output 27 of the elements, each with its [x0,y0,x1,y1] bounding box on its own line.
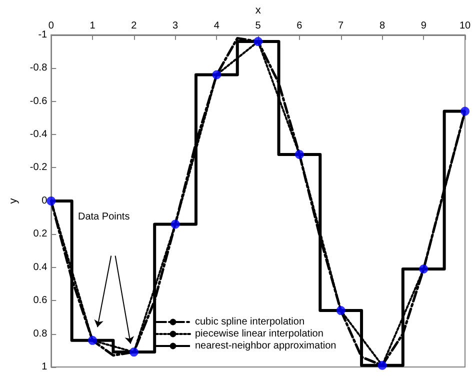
y-tick-label: -1 [38,29,48,40]
y-tick-label: 0.6 [33,295,48,306]
x-tick-label: 1 [90,20,96,32]
y-tick-label: -0.2 [30,162,48,174]
y-tick-label: 0.8 [33,328,48,340]
y-tick-label: 1 [42,362,48,372]
x-tick-label: 9 [420,20,427,32]
y-tick-label: -0.8 [30,62,48,74]
legend-label: cubic spline interpolation [195,316,305,328]
legend-label: nearest-neighbor approximation [195,340,336,352]
y-tick-label: -0.6 [30,96,48,107]
x-tick-label: 4 [214,20,220,32]
x-tick-label: 10 [459,20,471,32]
x-tick-label: 8 [379,20,386,32]
x-tick-label: 7 [338,20,344,32]
y-axis-title: y [8,198,20,204]
x-tick-label: 3 [172,20,179,32]
legend-label: piecewise linear interpolation [195,328,324,340]
y-tick-label: -0.4 [30,129,48,140]
x-tick-label: 2 [131,20,138,32]
y-tick-label: 0.4 [33,262,48,273]
x-tick-label: 6 [296,20,303,32]
x-tick-label: 5 [255,20,262,32]
x-axis-title: x [255,4,262,16]
y-tick-label: 0 [42,195,48,206]
annotation: Data Points [78,212,130,222]
y-tick-label: 0.2 [33,228,48,240]
